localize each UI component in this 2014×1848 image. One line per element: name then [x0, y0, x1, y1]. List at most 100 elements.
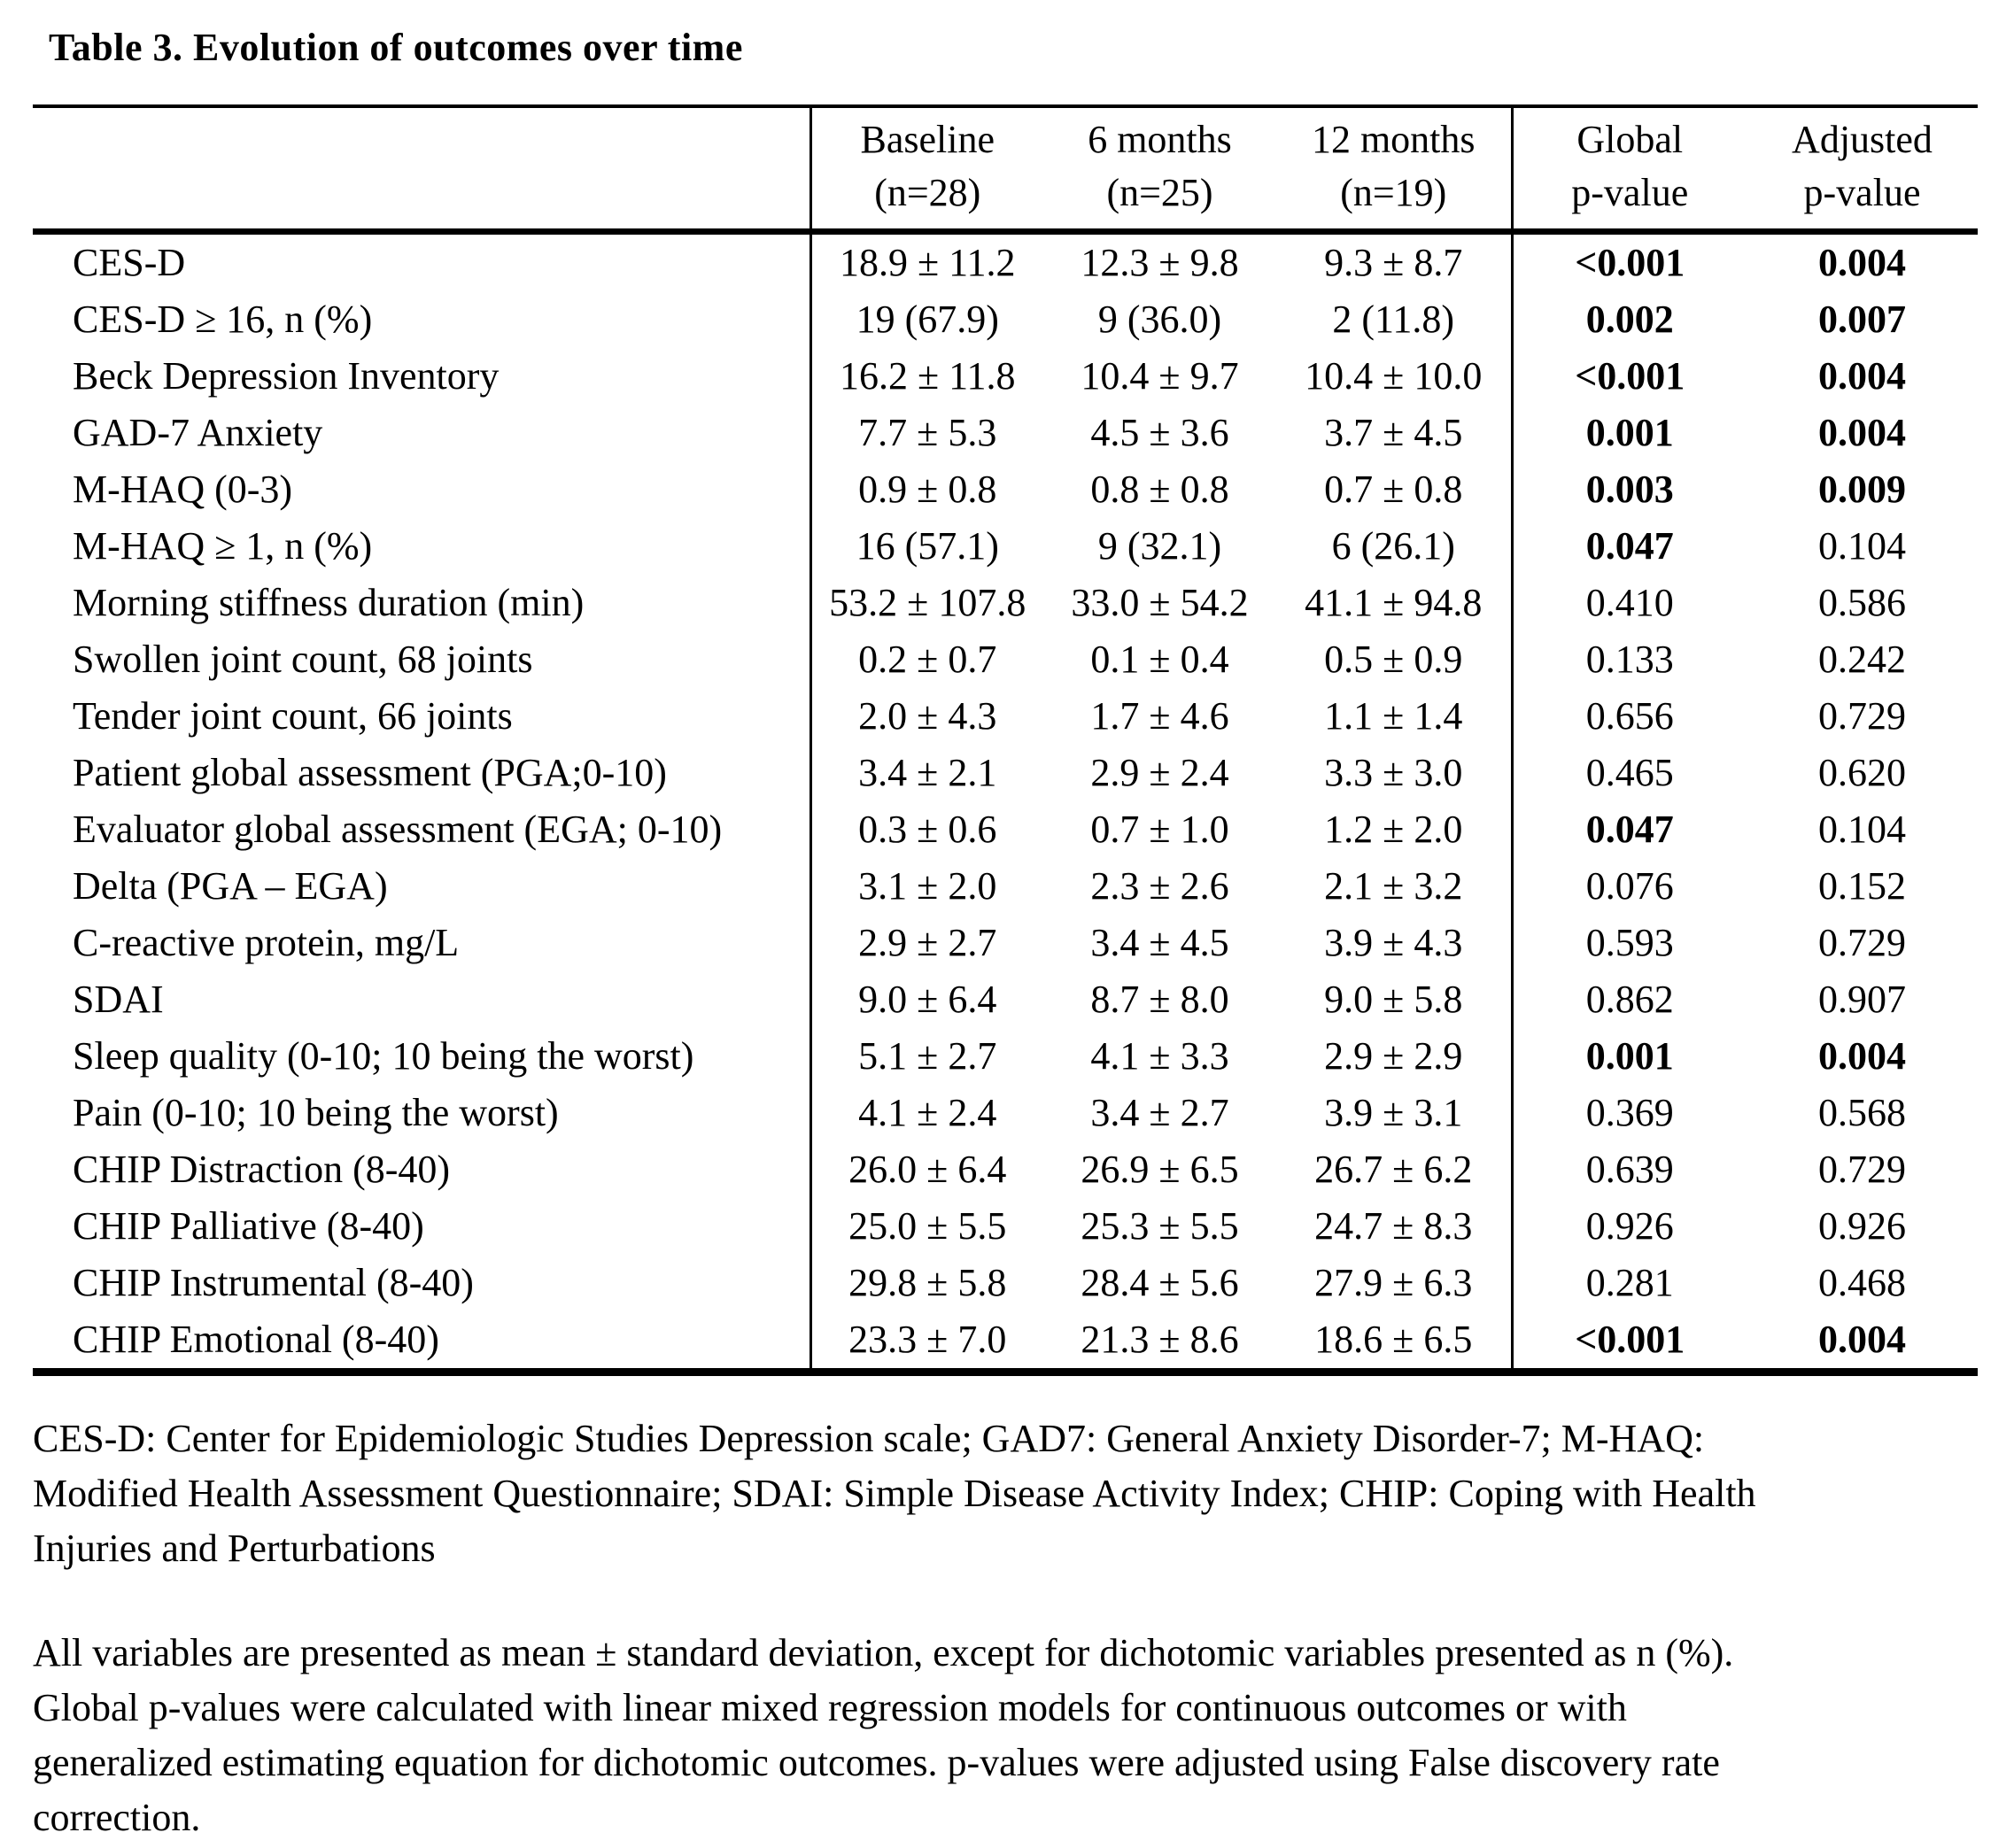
table-row: CHIP Emotional (8-40) 23.3 ± 7.0 21.3 ± 8.… — [33, 1311, 1978, 1372]
cell-12-months-value: 2.9 ± 2.9 — [1276, 1028, 1514, 1085]
cell-6-months-value: 8.7 ± 8.0 — [1090, 978, 1229, 1021]
cell-baseline-value: 0.9 ± 0.8 — [858, 468, 997, 511]
cell-6-months-value: 0.8 ± 0.8 — [1090, 468, 1229, 511]
table-row: Swollen joint count, 68 joints 0.2 ± 0.7 0… — [33, 631, 1978, 688]
cell-global-p-value: 0.639 — [1585, 1148, 1674, 1191]
cell-baseline-value: 0.2 ± 0.7 — [858, 638, 997, 681]
footnote-methods: All variables are presented as mean ± st… — [33, 1626, 1981, 1845]
cell-baseline-value: 23.3 ± 7.0 — [848, 1318, 1007, 1361]
cell-12-months-value: 3.3 ± 3.0 — [1276, 745, 1514, 801]
header-12-months-label: 12 months — [1311, 118, 1476, 161]
cell-global-p-value: 0.001 — [1585, 1034, 1674, 1078]
table-row: CES-D ≥ 16, n (%) 19 (67.9) 9 (36.0) 2 (11.… — [33, 291, 1978, 348]
cell-global-p-value: 0.656 — [1585, 694, 1674, 738]
cell-global-p-value: 0.465 — [1585, 751, 1674, 794]
header-row: Baseline (n=28) 6 months (n=25) 12 month… — [33, 106, 1978, 235]
cell-global-p-value: 0.002 — [1585, 298, 1674, 341]
cell-global-p-value: 0.369 — [1585, 1091, 1674, 1134]
table-row: C-reactive protein, mg/L 2.9 ± 2.7 3.4 ± 4… — [33, 915, 1978, 971]
header-global-sub: p-value — [1571, 171, 1689, 214]
cell-6-months-value: 26.9 ± 6.5 — [1081, 1148, 1239, 1191]
cell-12-months-value: 9.3 ± 8.7 — [1276, 231, 1514, 291]
cell-adjusted-p-value: 0.729 — [1818, 921, 1906, 964]
cell-adjusted-p-value: 0.152 — [1818, 864, 1906, 908]
cell-global-p-value: <0.001 — [1575, 1318, 1685, 1361]
cell-variable-label: Pain (0-10; 10 being the worst) — [33, 1085, 812, 1141]
cell-12-months-value: 2 (11.8) — [1276, 291, 1514, 348]
cell-baseline-value: 7.7 ± 5.3 — [858, 411, 997, 454]
cell-6-months-value: 12.3 ± 9.8 — [1081, 241, 1239, 284]
cell-global-p-value: 0.593 — [1585, 921, 1674, 964]
cell-baseline-value: 0.3 ± 0.6 — [858, 808, 997, 851]
header-global-label: Global — [1576, 118, 1684, 161]
cell-6-months-value: 25.3 ± 5.5 — [1081, 1204, 1239, 1248]
footnote-line: generalized estimating equation for dich… — [33, 1741, 1720, 1784]
cell-12-months-value: 27.9 ± 6.3 — [1276, 1255, 1514, 1311]
table-row: CHIP Instrumental (8-40) 29.8 ± 5.8 28.4 ±… — [33, 1255, 1978, 1311]
cell-adjusted-p-value: 0.729 — [1818, 1148, 1906, 1191]
cell-variable-label: CHIP Emotional (8-40) — [33, 1311, 812, 1372]
footnote-line: Global p-values were calculated with lin… — [33, 1686, 1627, 1729]
cell-global-p-value: 0.926 — [1585, 1204, 1674, 1248]
cell-12-months-value: 3.9 ± 3.1 — [1276, 1085, 1514, 1141]
table-row: Patient global assessment (PGA;0-10) 3.4 … — [33, 745, 1978, 801]
cell-6-months-value: 4.5 ± 3.6 — [1090, 411, 1229, 454]
header-baseline: Baseline (n=28) — [810, 106, 1043, 235]
cell-adjusted-p-value: 0.568 — [1818, 1091, 1906, 1134]
cell-variable-label: CES-D ≥ 16, n (%) — [33, 291, 812, 348]
cell-adjusted-p-value: 0.004 — [1818, 354, 1906, 398]
cell-6-months-value: 3.4 ± 4.5 — [1090, 921, 1229, 964]
table-row: CHIP Palliative (8-40) 25.0 ± 5.5 25.3 ± 5… — [33, 1198, 1978, 1255]
cell-12-months-value: 41.1 ± 94.8 — [1276, 575, 1514, 631]
cell-variable-label: Delta (PGA – EGA) — [33, 858, 812, 915]
header-baseline-n: (n=28) — [874, 171, 981, 214]
table-row: Tender joint count, 66 joints 2.0 ± 4.3 1.… — [33, 688, 1978, 745]
cell-variable-label: SDAI — [33, 971, 812, 1028]
cell-variable-label: CES-D — [33, 231, 812, 291]
header-6-months: 6 months (n=25) — [1043, 106, 1276, 235]
cell-adjusted-p-value: 0.004 — [1818, 241, 1906, 284]
cell-12-months-value: 6 (26.1) — [1276, 518, 1514, 575]
cell-variable-label: Beck Depression Inventory — [33, 348, 812, 405]
header-baseline-label: Baseline — [860, 118, 995, 161]
cell-adjusted-p-value: 0.004 — [1818, 1318, 1906, 1361]
cell-12-months-value: 1.1 ± 1.4 — [1276, 688, 1514, 745]
cell-baseline-value: 2.9 ± 2.7 — [858, 921, 997, 964]
table-row: Pain (0-10; 10 being the worst) 4.1 ± 2.4… — [33, 1085, 1978, 1141]
outcomes-table: Baseline (n=28) 6 months (n=25) 12 month… — [33, 104, 1978, 1376]
table-row: Morning stiffness duration (min) 53.2 ± 1… — [33, 575, 1978, 631]
document-page: Table 3. Evolution of outcomes over time… — [0, 23, 2014, 1845]
cell-variable-label: Swollen joint count, 68 joints — [33, 631, 812, 688]
cell-adjusted-p-value: 0.009 — [1818, 468, 1906, 511]
cell-adjusted-p-value: 0.468 — [1818, 1261, 1906, 1304]
cell-adjusted-p-value: 0.004 — [1818, 1034, 1906, 1078]
cell-12-months-value: 0.7 ± 0.8 — [1276, 461, 1514, 518]
cell-global-p-value: 0.076 — [1585, 864, 1674, 908]
cell-12-months-value: 18.6 ± 6.5 — [1276, 1311, 1514, 1372]
table-row: Sleep quality (0-10; 10 being the worst)… — [33, 1028, 1978, 1085]
cell-baseline-value: 5.1 ± 2.7 — [858, 1034, 997, 1078]
cell-global-p-value: 0.001 — [1585, 411, 1674, 454]
cell-adjusted-p-value: 0.729 — [1818, 694, 1906, 738]
cell-6-months-value: 9 (36.0) — [1097, 298, 1222, 341]
cell-12-months-value: 2.1 ± 3.2 — [1276, 858, 1514, 915]
footnote-line: Modified Health Assessment Questionnaire… — [33, 1472, 1756, 1515]
cell-12-months-value: 0.5 ± 0.9 — [1276, 631, 1514, 688]
header-12-months: 12 months (n=19) — [1276, 106, 1514, 235]
cell-6-months-value: 10.4 ± 9.7 — [1081, 354, 1239, 398]
cell-global-p-value: 0.862 — [1585, 978, 1674, 1021]
cell-baseline-value: 29.8 ± 5.8 — [848, 1261, 1007, 1304]
header-adjusted-p-value: Adjusted p-value — [1747, 106, 1978, 235]
cell-12-months-value: 24.7 ± 8.3 — [1276, 1198, 1514, 1255]
cell-adjusted-p-value: 0.007 — [1818, 298, 1906, 341]
cell-variable-label: GAD-7 Anxiety — [33, 405, 812, 461]
cell-global-p-value: 0.281 — [1585, 1261, 1674, 1304]
table-row: GAD-7 Anxiety 7.7 ± 5.3 4.5 ± 3.6 3.7 ± 4.5… — [33, 405, 1978, 461]
cell-6-months-value: 2.9 ± 2.4 — [1090, 751, 1229, 794]
cell-adjusted-p-value: 0.620 — [1818, 751, 1906, 794]
cell-baseline-value: 26.0 ± 6.4 — [848, 1148, 1007, 1191]
cell-variable-label: CHIP Instrumental (8-40) — [33, 1255, 812, 1311]
table-title: Table 3. Evolution of outcomes over time — [49, 26, 743, 69]
cell-baseline-value: 2.0 ± 4.3 — [858, 694, 997, 738]
cell-variable-label: Morning stiffness duration (min) — [33, 575, 812, 631]
